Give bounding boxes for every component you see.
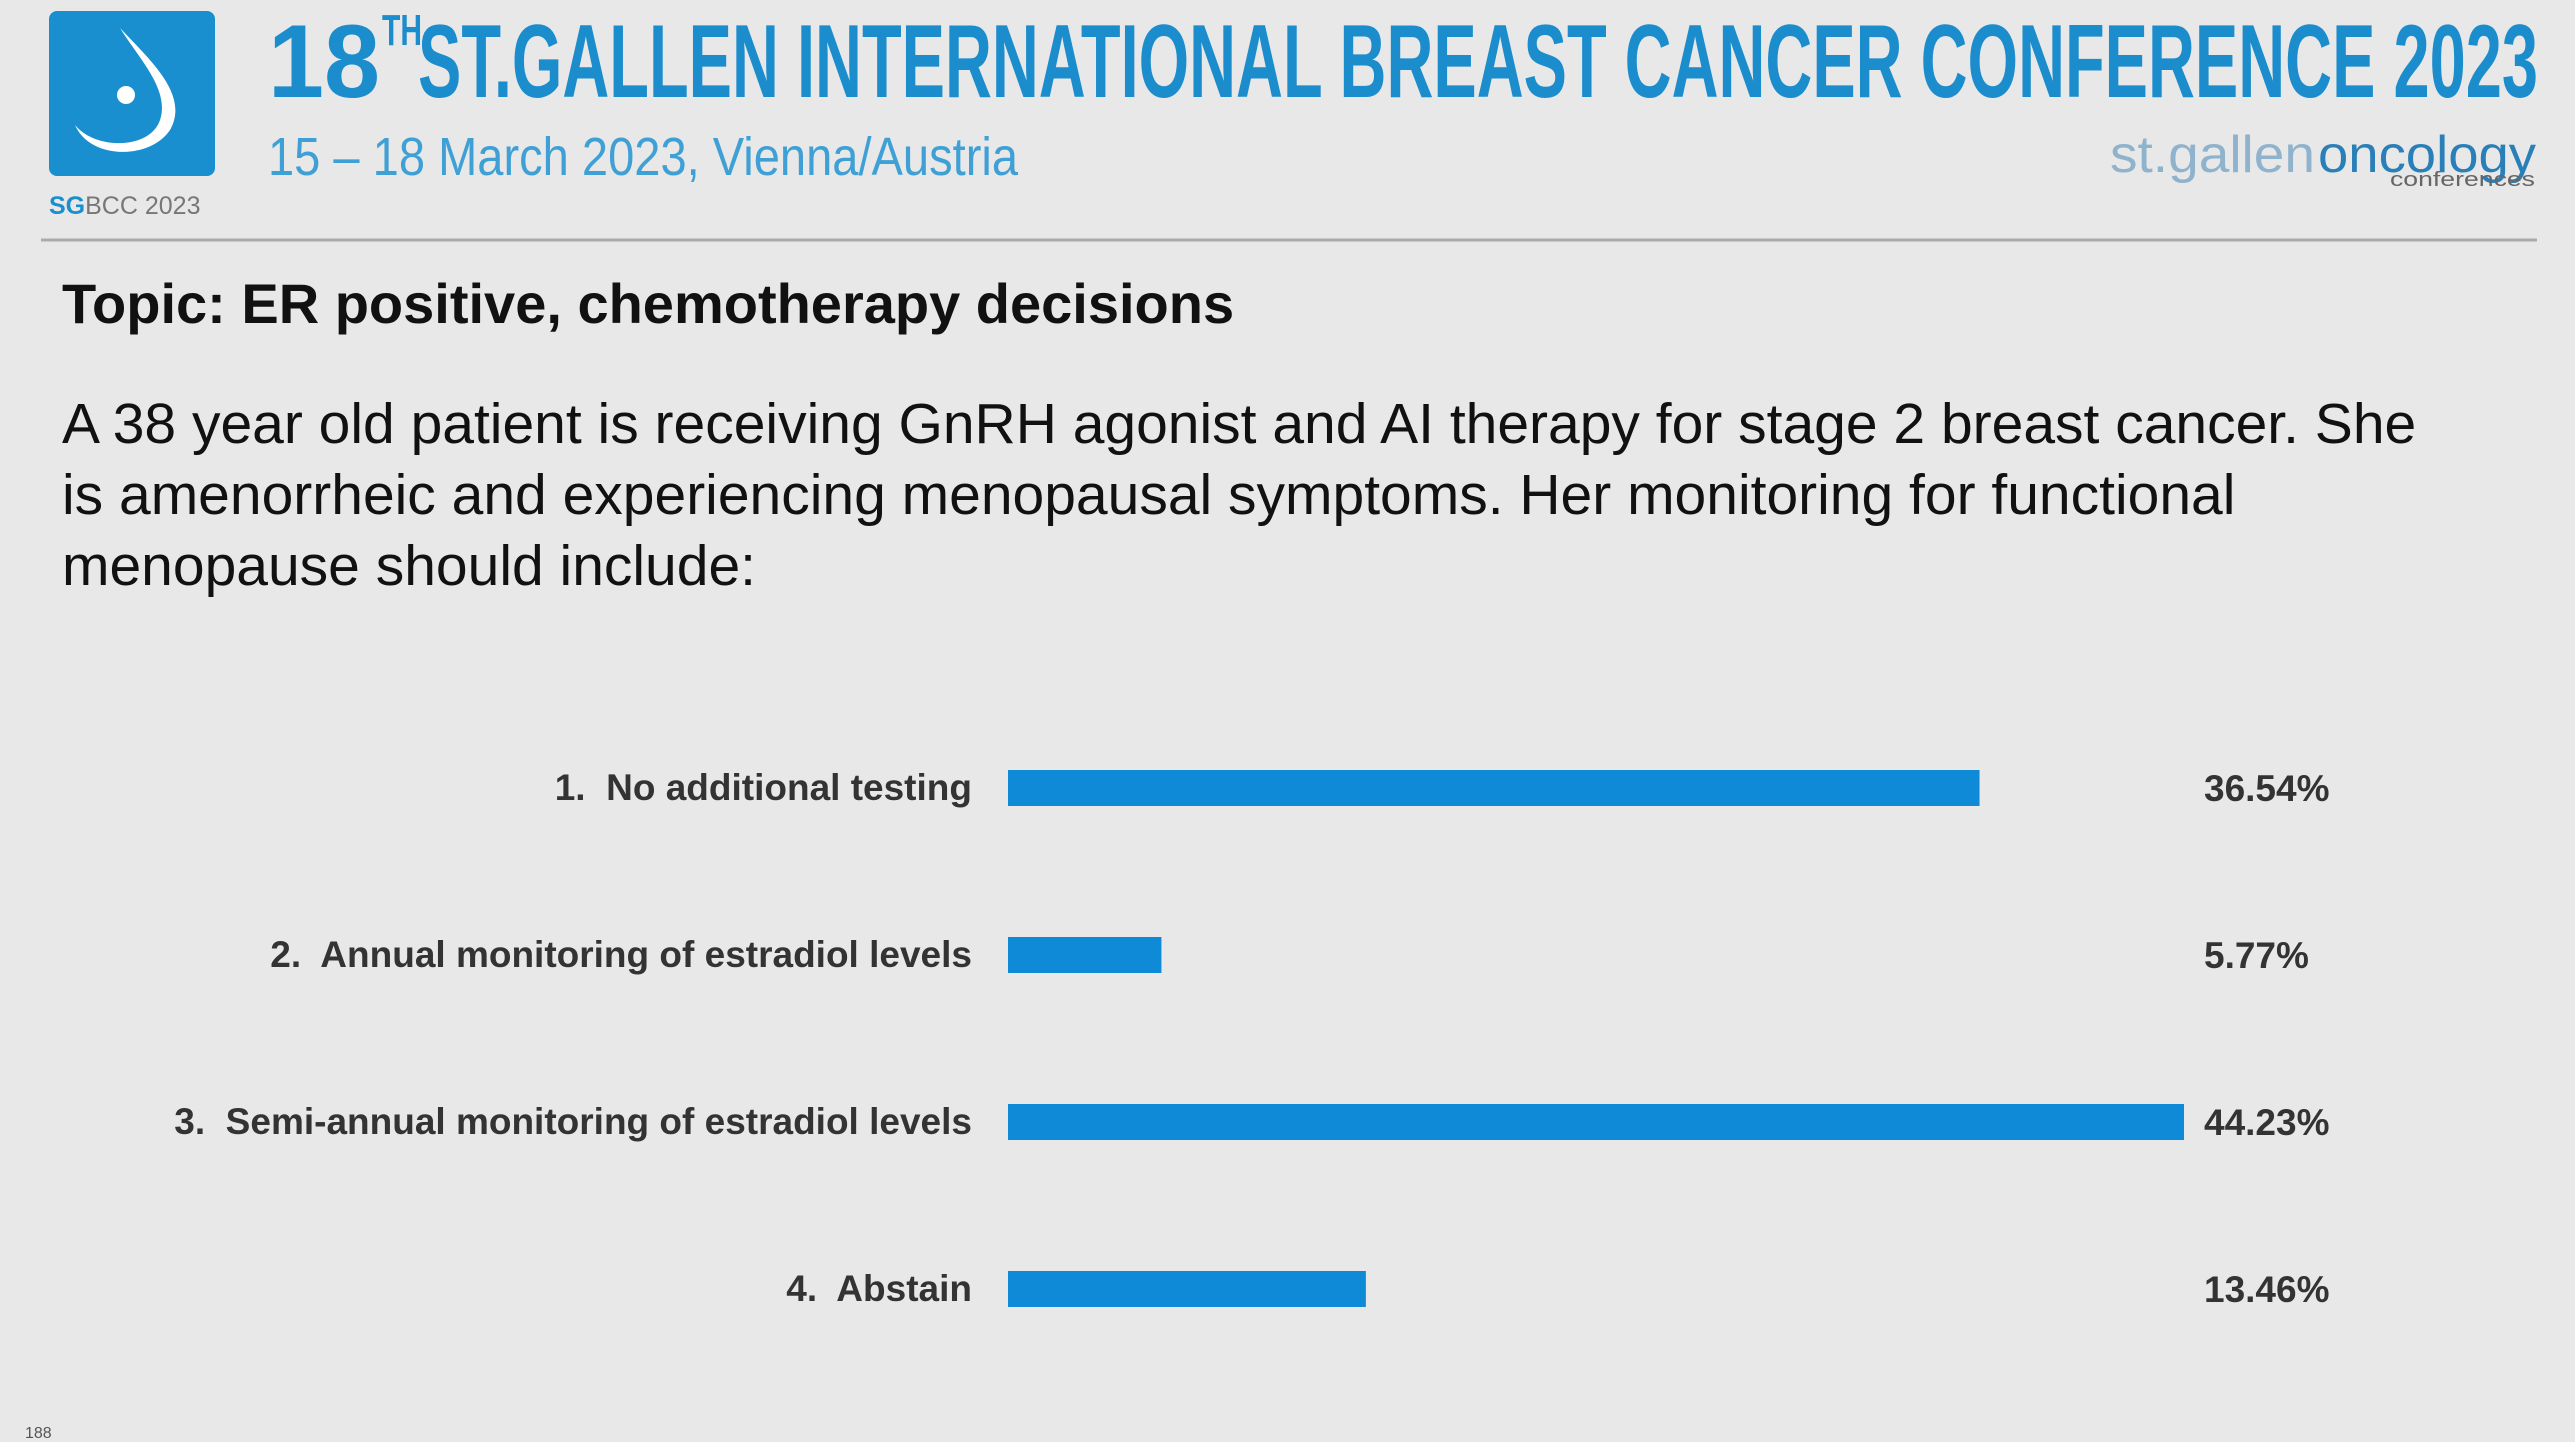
logo-text-b: BCC 2023 bbox=[85, 192, 200, 220]
logo-right-c: conferences bbox=[2390, 169, 2535, 191]
title: ST.GALLEN INTERNATIONAL BREAST CANCER CO… bbox=[418, 4, 2538, 120]
bar bbox=[1008, 1271, 1366, 1307]
logo-text-a: SG bbox=[49, 192, 85, 220]
value-label: 36.54% bbox=[2204, 768, 2330, 809]
value-label: 5.77% bbox=[2204, 935, 2309, 976]
category-label: 1. No additional testing bbox=[555, 767, 972, 808]
value-label: 44.23% bbox=[2204, 1102, 2330, 1143]
logo-text: SGBCC 2023 bbox=[49, 192, 200, 220]
question-line: menopause should include: bbox=[62, 534, 756, 598]
bar bbox=[1008, 1104, 2184, 1140]
bar bbox=[1008, 937, 1162, 973]
chart: 1. No additional testing 36.54% 2. Annual … bbox=[174, 767, 2329, 1310]
category-label: 2. Annual monitoring of estradiol levels bbox=[270, 934, 972, 975]
slide-number: 188 bbox=[25, 1425, 52, 1442]
bar bbox=[1008, 770, 1980, 806]
value-label: 13.46% bbox=[2204, 1269, 2330, 1310]
title-superscript: TH bbox=[382, 6, 422, 55]
category-label: 3. Semi-annual monitoring of estradiol l… bbox=[174, 1101, 972, 1142]
question-line: is amenorrheic and experiencing menopaus… bbox=[62, 463, 2235, 527]
title-number: 18 bbox=[268, 4, 380, 120]
question-line: A 38 year old patient is receiving GnRH … bbox=[62, 392, 2416, 456]
topic: Topic: ER positive, chemotherapy decisio… bbox=[62, 272, 1234, 335]
logo-right-b: oncology bbox=[2318, 126, 2536, 184]
subtitle: 15 – 18 March 2023, Vienna/Austria bbox=[268, 127, 1019, 187]
logo-right-a: st.gallen bbox=[2110, 126, 2315, 184]
category-label: 4. Abstain bbox=[786, 1268, 972, 1309]
logo-dot bbox=[117, 86, 135, 104]
